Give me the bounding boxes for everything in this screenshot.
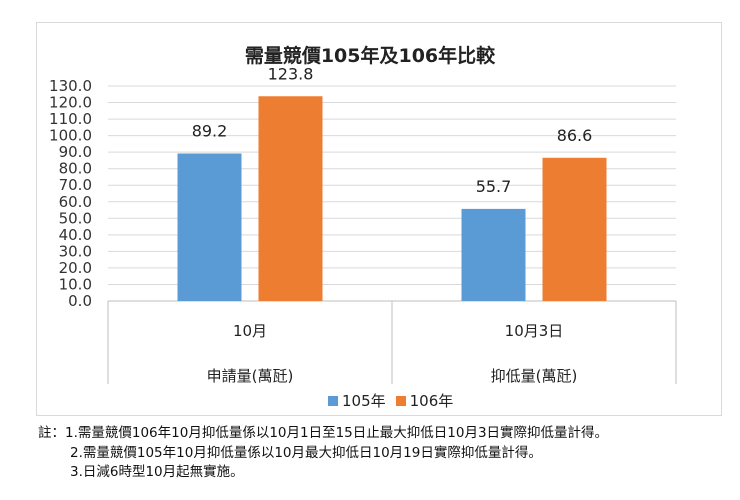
footnote-1: 註：1.需量競價106年10月抑低量係以10月1日至15日止最大抑低日10月3日… xyxy=(38,425,609,441)
footnote-3: 3.日減6時型10月起無實施。 xyxy=(70,464,244,480)
y-tick-label: 60.0 xyxy=(59,193,92,211)
bar xyxy=(542,157,607,301)
y-tick-label: 20.0 xyxy=(59,259,92,277)
y-tick-label: 80.0 xyxy=(59,160,92,178)
legend-item-105: 105年 xyxy=(328,390,386,411)
bar xyxy=(461,208,526,301)
y-tick-label: 30.0 xyxy=(59,242,92,260)
y-tick-label: 100.0 xyxy=(49,127,92,145)
y-tick-label: 90.0 xyxy=(59,143,92,161)
legend-label-106: 106年 xyxy=(409,392,454,410)
y-tick-label: 40.0 xyxy=(59,226,92,244)
legend: 105年 106年 xyxy=(328,390,463,411)
y-tick-label: 70.0 xyxy=(59,176,92,194)
chart-frame xyxy=(36,22,722,416)
chart-title: 需量競價105年及106年比較 xyxy=(245,44,496,67)
category-group-label: 抑低量(萬瓩) xyxy=(491,367,578,385)
legend-label-105: 105年 xyxy=(342,392,386,410)
y-tick-label: 50.0 xyxy=(59,209,92,227)
legend-item-106: 106年 xyxy=(395,390,454,411)
category-group-label: 申請量(萬瓩) xyxy=(207,367,294,385)
data-label: 123.8 xyxy=(268,64,314,83)
footnotes: 註：1.需量競價106年10月抑低量係以10月1日至15日止最大抑低日10月3日… xyxy=(38,424,608,483)
y-tick-label: 10.0 xyxy=(59,275,92,293)
data-label: 89.2 xyxy=(192,121,228,140)
category-label: 10月 xyxy=(233,322,267,340)
footnote-2: 2.需量競價105年10月抑低量係以10月最大抑低日10月19日實際抑低量計得。 xyxy=(70,444,542,461)
legend-swatch-105 xyxy=(328,395,338,406)
bar xyxy=(258,96,323,301)
y-tick-label: 110.0 xyxy=(49,110,92,128)
legend-swatch-106 xyxy=(395,395,406,406)
y-tick-label: 120.0 xyxy=(49,94,92,112)
category-label: 10月3日 xyxy=(505,322,564,340)
bar-chart: 需量競價105年及106年比較 0.010.020.030.040.050.060… xyxy=(49,44,677,385)
data-label: 55.7 xyxy=(476,177,512,196)
data-label: 86.6 xyxy=(557,126,593,145)
y-tick-label: 130.0 xyxy=(49,77,92,95)
y-tick-label: 0.0 xyxy=(68,292,92,310)
bar xyxy=(177,153,242,301)
